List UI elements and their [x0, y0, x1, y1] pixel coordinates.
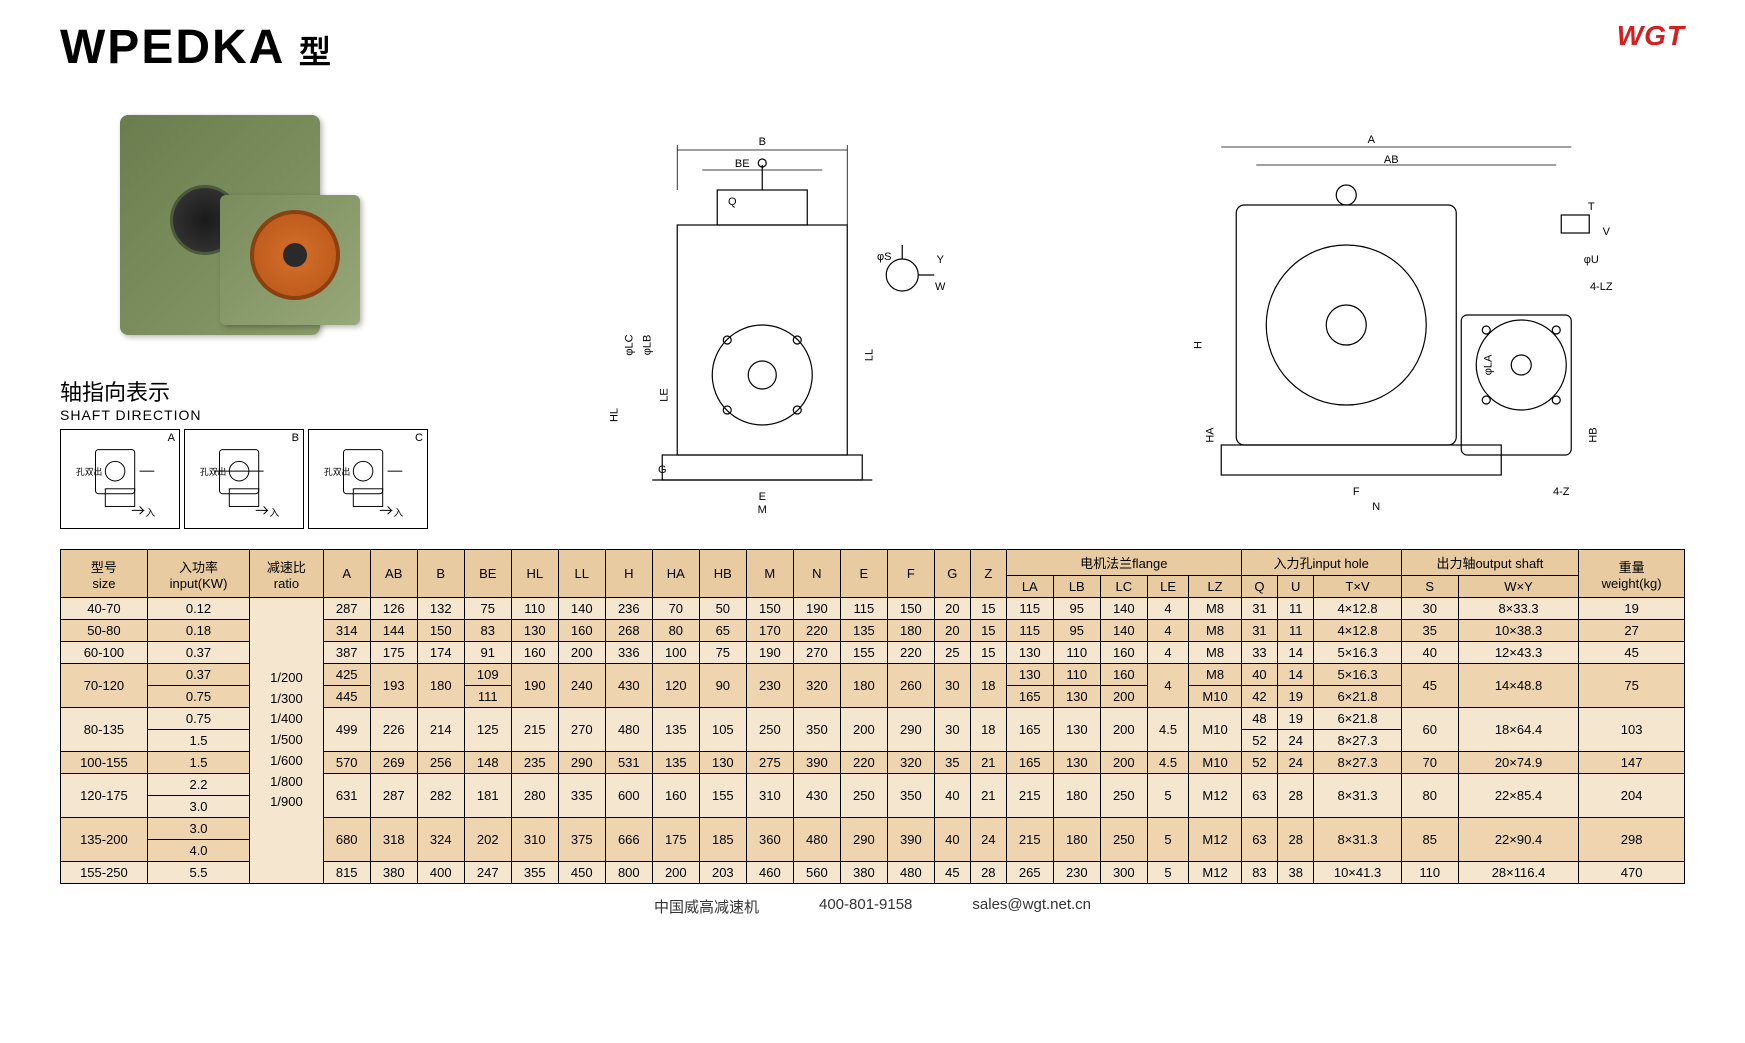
svg-text:HA: HA — [1204, 427, 1216, 443]
table-body: 40-700.121/2001/3001/4001/5001/6001/8001… — [61, 598, 1685, 884]
svg-text:孔双出: 孔双出 — [76, 466, 102, 477]
footer-phone: 400-801-9158 — [819, 896, 912, 917]
svg-text:T: T — [1587, 201, 1594, 213]
svg-text:入: 入 — [145, 508, 155, 519]
brand-logo: WGT — [1617, 20, 1685, 52]
svg-text:V: V — [1602, 226, 1610, 238]
svg-text:B: B — [759, 136, 766, 148]
svg-text:孔双出: 孔双出 — [324, 466, 350, 477]
svg-text:Y: Y — [937, 254, 945, 266]
svg-text:N: N — [1372, 501, 1380, 513]
svg-text:E: E — [759, 491, 766, 503]
svg-text:F: F — [1352, 486, 1359, 498]
svg-text:W: W — [935, 281, 946, 293]
svg-text:4-LZ: 4-LZ — [1589, 281, 1612, 293]
shaft-option-b: B 孔双出 入 — [184, 429, 304, 529]
page-title: WPEDKA 型 — [60, 20, 333, 75]
svg-text:BE: BE — [735, 158, 750, 170]
svg-text:Q: Q — [728, 196, 737, 208]
svg-text:φLC: φLC — [623, 334, 635, 355]
spec-table: 型号size 入功率input(KW) 减速比ratio A AB B BE H… — [60, 549, 1685, 884]
svg-text:G: G — [658, 464, 667, 476]
svg-text:H: H — [1192, 341, 1204, 349]
table-head: 型号size 入功率input(KW) 减速比ratio A AB B BE H… — [61, 550, 1685, 598]
front-view-diagram: B BE Q φS Y W φLC φLB HL LE LL G E M — [468, 95, 1057, 515]
footer: 中国威高减速机 400-801-9158 sales@wgt.net.cn — [60, 896, 1685, 917]
svg-text:入: 入 — [393, 508, 403, 519]
svg-text:HL: HL — [608, 408, 620, 422]
diagrams-section: B BE Q φS Y W φLC φLB HL LE LL G E M — [468, 95, 1685, 515]
svg-text:入: 入 — [269, 508, 279, 519]
left-column: 轴指向表示 SHAFT DIRECTION A 孔双出 入 B — [60, 95, 428, 529]
footer-email: sales@wgt.net.cn — [972, 896, 1091, 917]
header-row: WPEDKA 型 WGT — [60, 20, 1685, 75]
shaft-option-a: A 孔双出 入 — [60, 429, 180, 529]
shaft-boxes: A 孔双出 入 B 孔双出 入 C — [60, 429, 428, 529]
svg-text:HB: HB — [1587, 427, 1599, 442]
svg-text:φS: φS — [877, 251, 891, 263]
svg-text:LL: LL — [863, 349, 875, 361]
svg-text:M: M — [758, 504, 767, 515]
gearbox-flange-icon — [250, 210, 340, 300]
shaft-title: 轴指向表示 — [60, 375, 428, 407]
svg-text:LE: LE — [658, 388, 670, 401]
svg-text:孔双出: 孔双出 — [200, 466, 226, 477]
footer-company: 中国威高减速机 — [654, 896, 759, 917]
svg-text:φLA: φLA — [1482, 354, 1494, 375]
svg-text:AB: AB — [1383, 154, 1398, 166]
svg-text:φLB: φLB — [641, 335, 653, 356]
shaft-subtitle: SHAFT DIRECTION — [60, 407, 428, 423]
title-main: WPEDKA — [60, 21, 284, 74]
side-view-diagram: A AB T V φU 4-LZ H φLA HA HB F N 4-Z — [1097, 95, 1686, 515]
svg-text:A: A — [1367, 134, 1375, 146]
upper-section: 轴指向表示 SHAFT DIRECTION A 孔双出 入 B — [60, 95, 1685, 529]
title-block: WPEDKA 型 — [60, 20, 333, 75]
product-photo — [60, 95, 380, 355]
shaft-direction-section: 轴指向表示 SHAFT DIRECTION A 孔双出 入 B — [60, 375, 428, 529]
svg-text:4-Z: 4-Z — [1553, 486, 1570, 498]
table-row: 40-700.121/2001/3001/4001/5001/6001/8001… — [61, 598, 1685, 620]
shaft-option-c: C 孔双出 入 — [308, 429, 428, 529]
svg-text:φU: φU — [1583, 254, 1598, 266]
title-suffix: 型 — [299, 34, 333, 70]
